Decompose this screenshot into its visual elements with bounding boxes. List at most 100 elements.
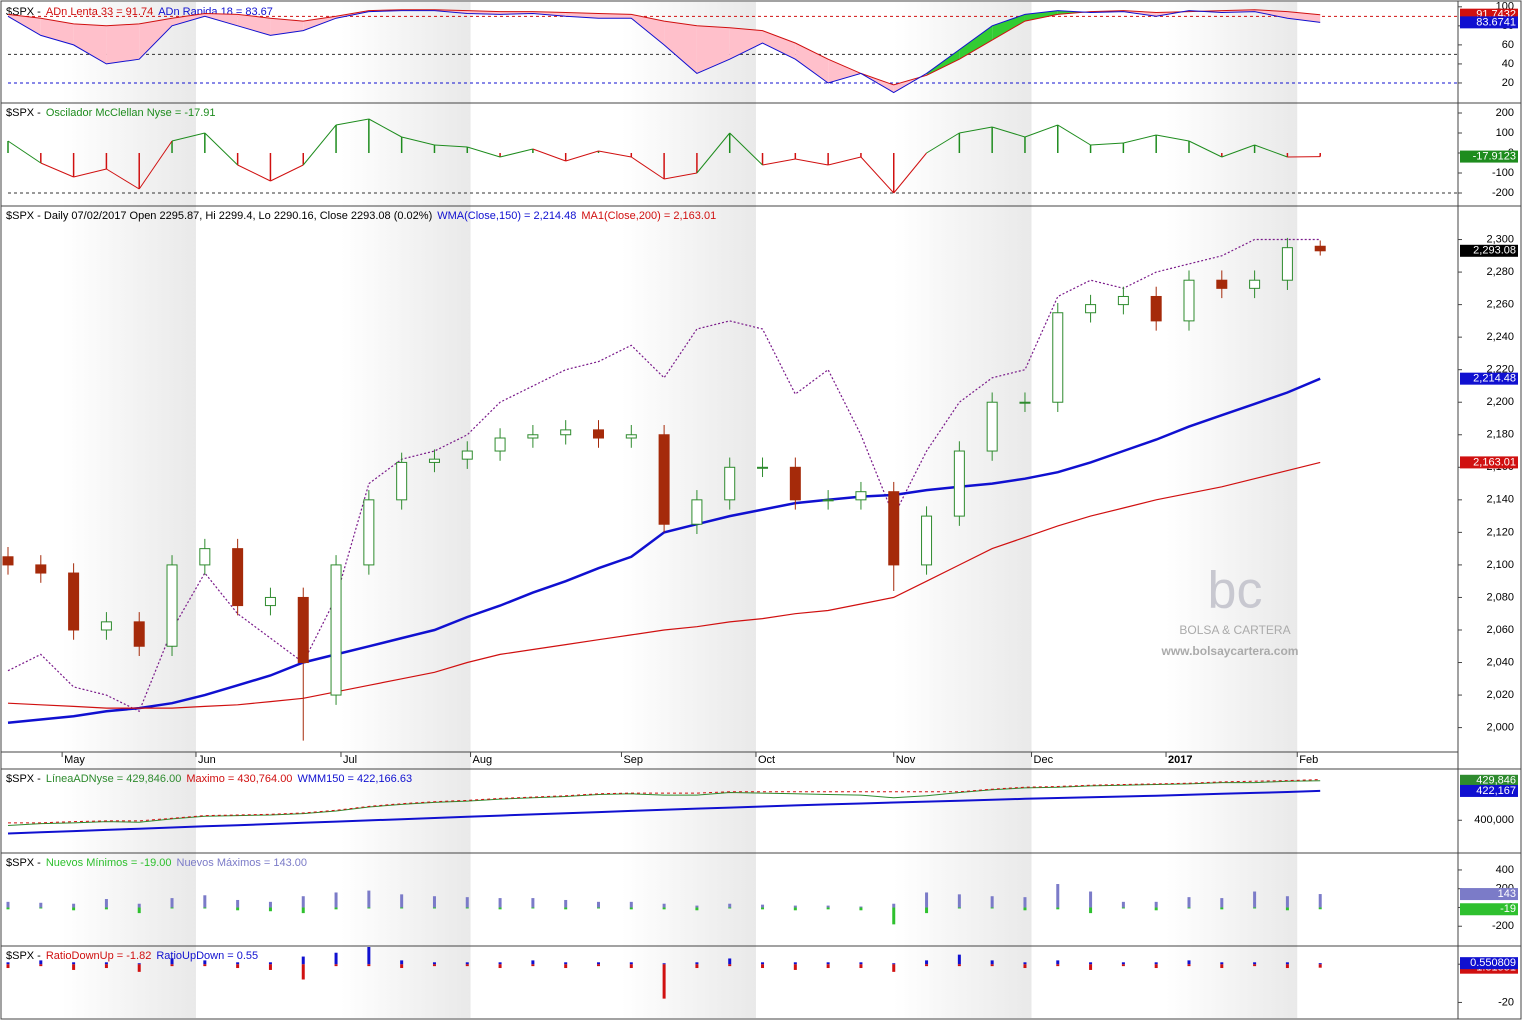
candle-body (494, 437, 506, 452)
stem-line (992, 126, 1026, 138)
bar (39, 964, 43, 967)
bar (859, 964, 863, 969)
bar (6, 964, 10, 969)
bar (662, 964, 666, 999)
bar (1220, 964, 1224, 969)
bar (1154, 964, 1158, 969)
y-tick-label: 2,200 (1486, 396, 1514, 408)
bar (104, 964, 108, 969)
bar (301, 896, 305, 908)
bar (728, 958, 732, 965)
candle-body (1216, 279, 1228, 289)
candle-body (461, 450, 473, 460)
area-fill (172, 13, 205, 26)
bar (1089, 964, 1093, 970)
bar (1121, 907, 1125, 909)
last-value-box (1460, 903, 1518, 916)
y-tick-label: -20 (1498, 996, 1514, 1008)
x-tick-label: May (64, 754, 85, 766)
bar (400, 907, 404, 909)
stem-line (204, 132, 238, 166)
bar (334, 952, 338, 965)
bar (1187, 907, 1191, 909)
stem-line (434, 144, 468, 148)
stem-line (795, 158, 829, 166)
bar (1056, 907, 1060, 910)
bar (695, 905, 699, 908)
candle-body (297, 596, 309, 664)
bar (1253, 907, 1257, 909)
bar (1056, 964, 1060, 967)
bar (925, 892, 929, 908)
last-value-box (1460, 244, 1518, 257)
y-tick-label: 2,300 (1486, 233, 1514, 245)
candle-body (1117, 295, 1129, 306)
legend-entry: WMM150 = 422,166.63 (297, 773, 412, 785)
bar (728, 907, 732, 909)
stem-line (1090, 142, 1124, 146)
stem-line (401, 136, 435, 146)
bar (957, 894, 961, 908)
bar (465, 962, 469, 965)
bar (301, 956, 305, 965)
bar (761, 964, 765, 969)
candle-body (232, 548, 244, 607)
legend-entry: MA1(Close,200) = 2,163.01 (581, 210, 716, 222)
candle-body (1249, 279, 1261, 289)
y-tick-label: 2,180 (1486, 429, 1514, 441)
bar (531, 960, 535, 965)
bar (1318, 963, 1322, 965)
legend-entry: ADn Lenta 33 = 91.74 (46, 6, 153, 18)
bar (1220, 907, 1224, 910)
candle-body (2, 556, 14, 566)
candle-body (757, 466, 769, 469)
bar (1023, 964, 1027, 969)
bar (957, 907, 961, 909)
bar (662, 963, 666, 965)
bar (432, 896, 436, 908)
month-band (62, 2, 196, 1018)
bar (925, 907, 929, 914)
candle-body (1183, 279, 1195, 322)
x-tick-label: Feb (1299, 754, 1318, 766)
stem-line (664, 172, 698, 180)
last-value-label: -17.9123 (1473, 150, 1516, 162)
bar (498, 964, 502, 969)
area-fill (696, 25, 730, 74)
bar (1187, 897, 1191, 908)
stem-line (368, 118, 402, 138)
bar (1089, 907, 1093, 914)
bar (826, 907, 830, 910)
last-value-box (1460, 16, 1518, 29)
legend-entry: Maximo = 430,764.00 (186, 773, 292, 785)
bar (1318, 907, 1322, 910)
bar (793, 962, 797, 965)
series-line (7, 461, 1321, 709)
bar (72, 903, 76, 908)
stem-line (1188, 140, 1223, 158)
bar (1253, 962, 1257, 965)
bar (104, 899, 108, 908)
candle-body (1314, 245, 1326, 252)
panel-header: $SPX - RatioDownUp = -1.82 RatioUpDown = 0… (6, 950, 258, 962)
bar (301, 907, 305, 914)
bar (170, 907, 174, 909)
last-value-label: -19 (1500, 903, 1516, 915)
bar (1187, 964, 1191, 967)
area-fill (270, 18, 304, 36)
bar (695, 962, 699, 965)
bar (892, 903, 896, 908)
bar (925, 960, 929, 965)
last-value-label: 83.6741 (1476, 16, 1516, 28)
bar (170, 898, 174, 908)
candle-body (330, 564, 342, 696)
bar (859, 962, 863, 965)
bar (596, 962, 600, 965)
last-value-box (1460, 957, 1518, 970)
bar (629, 964, 633, 969)
stem-line (106, 168, 140, 190)
bar (39, 907, 43, 909)
series-line (8, 779, 1321, 824)
y-tick-label: 400,000 (1474, 814, 1514, 826)
y-tick-label: 2,060 (1486, 624, 1514, 636)
